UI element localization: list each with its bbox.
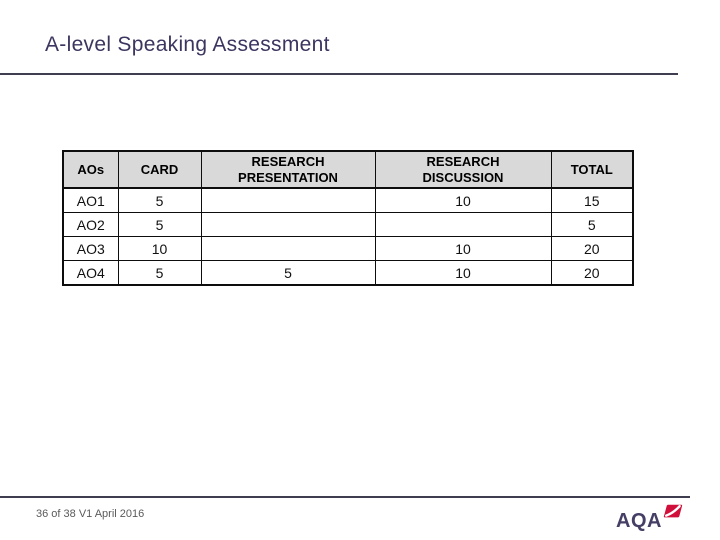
col-header-aos: AOs bbox=[62, 150, 119, 189]
footer-divider bbox=[0, 496, 690, 498]
cell-ao2-discussion bbox=[374, 212, 552, 237]
cell-ao1-card: 5 bbox=[117, 187, 202, 213]
table-row: AO1 5 10 15 bbox=[62, 187, 634, 213]
col-header-research-presentation: RESEARCH PRESENTATION bbox=[200, 150, 376, 189]
cell-ao2-card: 5 bbox=[117, 212, 202, 237]
cell-ao2-total: 5 bbox=[550, 212, 634, 237]
row-label-ao2: AO2 bbox=[62, 212, 119, 237]
cell-ao3-card: 10 bbox=[117, 236, 202, 261]
slide-page-info: 36 of 38 V1 April 2016 bbox=[36, 508, 145, 520]
cell-ao2-presentation bbox=[200, 212, 376, 237]
aqa-swoosh-icon bbox=[663, 504, 683, 518]
row-label-ao3: AO3 bbox=[62, 236, 119, 261]
title-divider bbox=[0, 73, 678, 75]
table-row: AO2 5 5 bbox=[62, 212, 634, 237]
aqa-logo-text: AQA bbox=[616, 510, 662, 532]
cell-ao4-discussion: 10 bbox=[374, 260, 552, 286]
cell-ao4-presentation: 5 bbox=[200, 260, 376, 286]
col-header-card: CARD bbox=[117, 150, 202, 189]
cell-ao3-total: 20 bbox=[550, 236, 634, 261]
page-title: A-level Speaking Assessment bbox=[45, 33, 330, 56]
row-label-ao1: AO1 bbox=[62, 187, 119, 213]
row-label-ao4: AO4 bbox=[62, 260, 119, 286]
table-header-row: AOs CARD RESEARCH PRESENTATION RESEARCH … bbox=[62, 150, 634, 189]
cell-ao4-card: 5 bbox=[117, 260, 202, 286]
cell-ao1-presentation bbox=[200, 187, 376, 213]
cell-ao3-discussion: 10 bbox=[374, 236, 552, 261]
table-row: AO4 5 5 10 20 bbox=[62, 260, 634, 286]
col-header-total: TOTAL bbox=[550, 150, 634, 189]
cell-ao3-presentation bbox=[200, 236, 376, 261]
aqa-logo: AQA bbox=[616, 504, 683, 533]
cell-ao4-total: 20 bbox=[550, 260, 634, 286]
table-row: AO3 10 10 20 bbox=[62, 236, 634, 261]
col-header-research-discussion: RESEARCH DISCUSSION bbox=[374, 150, 552, 189]
cell-ao1-discussion: 10 bbox=[374, 187, 552, 213]
speaking-assessment-table: AOs CARD RESEARCH PRESENTATION RESEARCH … bbox=[62, 150, 634, 286]
cell-ao1-total: 15 bbox=[550, 187, 634, 213]
